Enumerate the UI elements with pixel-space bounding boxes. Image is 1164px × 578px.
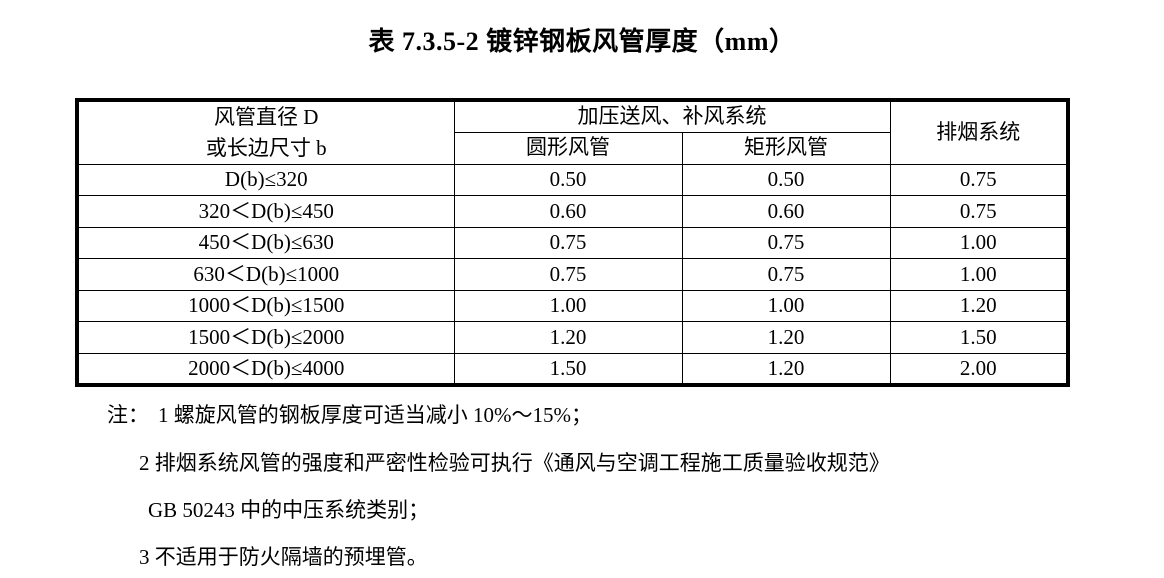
header-pressurized-systems: 加压送风、补风系统 [453, 99, 891, 133]
header-rect-duct: 矩形风管 [681, 131, 891, 165]
table-row: 2000＜D(b)≤4000 1.50 1.20 2.00 [76, 352, 1069, 386]
cell-smoke-thickness: 1.00 [889, 258, 1069, 291]
cell-size-range: 450＜D(b)≤630 [76, 226, 455, 259]
note-item-1: 注： 1 螺旋风管的钢板厚度可适当减小 10%～15%； [107, 399, 592, 429]
cell-size-range: 1000＜D(b)≤1500 [76, 289, 455, 322]
cell-smoke-thickness: 2.00 [889, 352, 1069, 386]
cell-rect-thickness: 1.20 [681, 321, 891, 354]
cell-smoke-thickness: 1.50 [889, 321, 1069, 354]
header-row-1: 风管直径 D 或长边尺寸 b 加压送风、补风系统 排烟系统 [76, 99, 1069, 165]
note-item-3: 3 不适用于防火隔墙的预埋管。 [139, 545, 428, 569]
header-row-2: 圆形风管 矩形风管 [77, 131, 1068, 165]
cell-smoke-thickness: 0.75 [889, 163, 1069, 196]
table-row: 1500＜D(b)≤2000 1.20 1.20 1.50 [76, 321, 1069, 354]
note-item-1-text: 1 螺旋风管的钢板厚度可适当减小 10%～15%； [158, 403, 592, 427]
cell-smoke-thickness: 1.20 [889, 289, 1069, 322]
cell-rect-thickness: 1.20 [681, 352, 891, 386]
cell-rect-thickness: 0.60 [681, 195, 891, 228]
cell-rect-thickness: 1.00 [681, 289, 891, 322]
header-duct-size: 风管直径 D 或长边尺寸 b [76, 99, 455, 165]
cell-round-thickness: 1.20 [453, 321, 683, 354]
cell-size-range: D(b)≤320 [76, 163, 455, 196]
table-row: 450＜D(b)≤630 0.75 0.75 1.00 [76, 226, 1069, 259]
cell-size-range: 2000＜D(b)≤4000 [76, 352, 455, 386]
cell-round-thickness: 1.50 [453, 352, 683, 386]
table-row: 630＜D(b)≤1000 0.75 0.75 1.00 [76, 258, 1069, 291]
cell-rect-thickness: 0.50 [681, 163, 891, 196]
header-duct-size-line2: 或长边尺寸 b [205, 135, 327, 160]
notes-label: 注： [107, 403, 149, 427]
note-item-2: 2 排烟系统风管的强度和严密性检验可执行《通风与空调工程施工质量验收规范》 [139, 451, 890, 475]
table-title: 表 7.3.5-2 镀锌钢板风管厚度（mm） [368, 27, 796, 56]
cell-round-thickness: 0.75 [453, 226, 683, 259]
cell-round-thickness: 0.50 [453, 163, 683, 196]
cell-round-thickness: 0.60 [453, 195, 683, 228]
cell-round-thickness: 1.00 [453, 289, 683, 322]
cell-rect-thickness: 0.75 [681, 258, 891, 291]
cell-smoke-thickness: 1.00 [889, 226, 1069, 259]
cell-smoke-thickness: 0.75 [889, 195, 1069, 228]
table-row: D(b)≤320 0.50 0.50 0.75 [76, 163, 1069, 196]
duct-thickness-table: 风管直径 D 或长边尺寸 b 加压送风、补风系统 排烟系统 圆形风管 矩形风管 … [75, 98, 1070, 387]
cell-size-range: 1500＜D(b)≤2000 [76, 321, 455, 354]
cell-rect-thickness: 0.75 [681, 226, 891, 259]
header-round-duct: 圆形风管 [453, 131, 683, 165]
table-row: 320＜D(b)≤450 0.60 0.60 0.75 [76, 195, 1069, 228]
cell-round-thickness: 0.75 [453, 258, 683, 291]
header-duct-size-line1: 风管直径 D [214, 105, 319, 130]
note-item-2-continuation: GB 50243 中的中压系统类别； [148, 498, 430, 522]
cell-size-range: 320＜D(b)≤450 [76, 195, 455, 228]
table-row: 1000＜D(b)≤1500 1.00 1.00 1.20 [76, 289, 1069, 322]
header-smoke-exhaust: 排烟系统 [889, 99, 1069, 165]
cell-size-range: 630＜D(b)≤1000 [76, 258, 455, 291]
